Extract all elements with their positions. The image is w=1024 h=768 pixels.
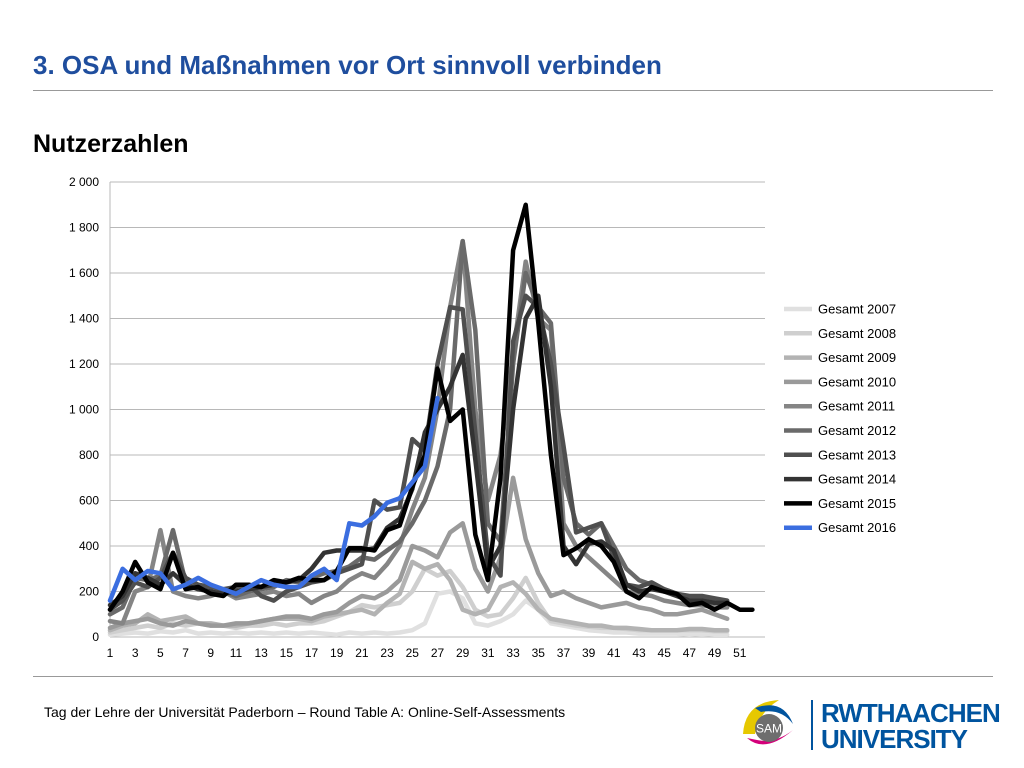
series-line-gesamt-2007 (107, 589, 730, 637)
legend-label: Gesamt 2015 (818, 496, 896, 511)
series-line-gesamt-2014 (107, 293, 730, 608)
legend-label: Gesamt 2008 (818, 326, 896, 341)
x-tick-label: 21 (355, 646, 369, 660)
series-line-gesamt-2016 (107, 395, 440, 603)
footer-text: Tag der Lehre der Universität Paderborn … (44, 704, 566, 720)
x-tick-label: 9 (207, 646, 214, 660)
y-tick-label: 1 000 (69, 403, 99, 417)
x-tick-label: 1 (107, 646, 114, 660)
y-tick-label: 800 (79, 448, 99, 462)
logo-area: SAM RWTHAACHEN UNIVERSITY (735, 694, 1005, 758)
y-tick-label: 0 (92, 630, 99, 644)
rwth-logo: RWTHAACHEN UNIVERSITY (821, 700, 1001, 754)
y-tick-label: 1 200 (69, 357, 99, 371)
rwth-logo-line1: RWTHAACHEN (821, 698, 1001, 728)
legend-label: Gesamt 2009 (818, 350, 896, 365)
x-tick-label: 45 (658, 646, 672, 660)
y-tick-label: 1 800 (69, 221, 99, 235)
slide-subtitle: Nutzerzahlen (33, 130, 189, 158)
y-tick-label: 600 (79, 494, 99, 508)
x-tick-label: 47 (683, 646, 697, 660)
x-tick-label: 15 (280, 646, 294, 660)
x-tick-label: 7 (182, 646, 189, 660)
logo-divider (811, 700, 813, 750)
chart-legend: Gesamt 2007 Gesamt 2008 Gesamt 2009 Gesamt … (784, 302, 896, 535)
x-tick-label: 27 (431, 646, 445, 660)
series-line-gesamt-2015 (107, 202, 755, 612)
x-tick-label: 29 (456, 646, 470, 660)
legend-label: Gesamt 2010 (818, 374, 896, 389)
footer-divider (33, 676, 993, 677)
axis-layer: 0 200 400 600 800 1 000 1 200 1 400 1 600 1 800 2 … (69, 175, 747, 660)
x-tick-label: 35 (532, 646, 546, 660)
slide-title: 3. OSA und Maßnahmen vor Ort sinnvoll ve… (33, 50, 662, 80)
x-tick-label: 5 (157, 646, 164, 660)
legend-label: Gesamt 2012 (818, 423, 896, 438)
series-line-gesamt-2010 (107, 475, 730, 631)
x-tick-label: 51 (733, 646, 747, 660)
y-tick-label: 400 (79, 539, 99, 553)
legend-label: Gesamt 2007 (818, 302, 896, 317)
x-tick-label: 25 (406, 646, 420, 660)
legend-label: Gesamt 2013 (818, 447, 896, 462)
series-layer (107, 202, 755, 637)
y-tick-label: 1 400 (69, 312, 99, 326)
x-tick-label: 11 (230, 646, 243, 660)
x-tick-label: 3 (132, 646, 139, 660)
legend-label: Gesamt 2016 (818, 520, 896, 535)
y-tick-label: 2 000 (69, 175, 99, 189)
rwth-logo-line2: UNIVERSITY (821, 724, 968, 754)
x-tick-label: 41 (607, 646, 621, 660)
line-chart: 0 200 400 600 800 1 000 1 200 1 400 1 600 1 800 2 … (69, 175, 896, 660)
x-tick-label: 13 (254, 646, 268, 660)
x-tick-label: 39 (582, 646, 596, 660)
x-tick-label: 31 (481, 646, 495, 660)
sam-logo: SAM (743, 700, 793, 745)
x-tick-label: 49 (708, 646, 722, 660)
y-tick-label: 200 (79, 585, 99, 599)
y-tick-label: 1 600 (69, 266, 99, 280)
series-line-gesamt-2012 (107, 238, 730, 617)
x-tick-label: 37 (557, 646, 571, 660)
title-divider (33, 90, 993, 91)
x-tick-label: 43 (632, 646, 646, 660)
x-tick-label: 17 (305, 646, 319, 660)
sam-logo-text: SAM (756, 722, 782, 736)
legend-label: Gesamt 2011 (818, 399, 895, 414)
legend-label: Gesamt 2014 (818, 472, 896, 487)
x-tick-label: 33 (506, 646, 520, 660)
x-tick-label: 19 (330, 646, 344, 660)
x-tick-label: 23 (380, 646, 394, 660)
